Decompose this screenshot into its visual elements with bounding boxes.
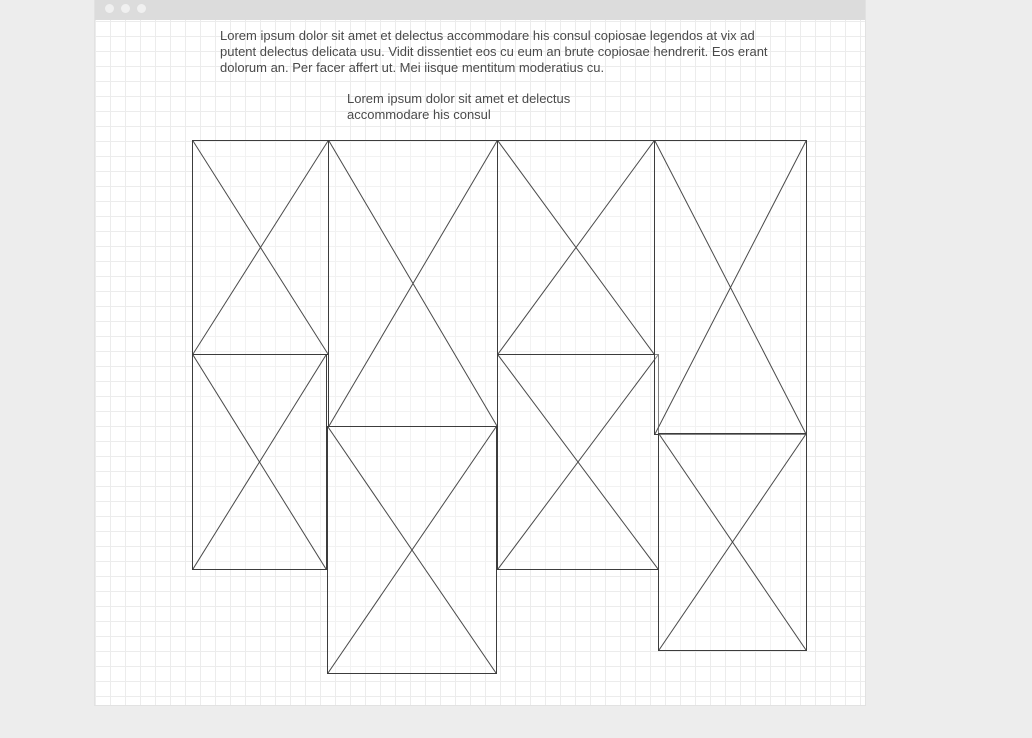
image-placeholder-icon	[329, 141, 497, 426]
window-dot-icon	[137, 4, 146, 13]
image-placeholder-icon	[655, 141, 806, 434]
image-placeholder[interactable]	[658, 433, 807, 651]
image-placeholder-icon	[498, 141, 654, 354]
image-placeholder[interactable]	[192, 140, 329, 355]
image-placeholder-icon	[193, 141, 328, 354]
image-placeholder-icon	[498, 355, 658, 569]
image-placeholder[interactable]	[497, 140, 655, 355]
image-placeholder-icon	[659, 434, 806, 650]
image-placeholder[interactable]	[654, 140, 807, 435]
window-dot-icon	[105, 4, 114, 13]
image-placeholder[interactable]	[328, 140, 498, 427]
image-placeholder[interactable]	[327, 426, 497, 674]
image-placeholder-icon	[328, 427, 496, 673]
sub-paragraph: Lorem ipsum dolor sit amet et delectus a…	[347, 91, 571, 122]
image-placeholder[interactable]	[497, 354, 659, 570]
window-dot-icon	[121, 4, 130, 13]
window-titlebar	[95, 0, 865, 20]
wireframe-window: Lorem ipsum dolor sit amet et delectus a…	[95, 0, 865, 705]
image-placeholder-icon	[193, 355, 326, 569]
intro-paragraph: Lorem ipsum dolor sit amet et delectus a…	[220, 28, 768, 75]
image-placeholder[interactable]	[192, 354, 327, 570]
